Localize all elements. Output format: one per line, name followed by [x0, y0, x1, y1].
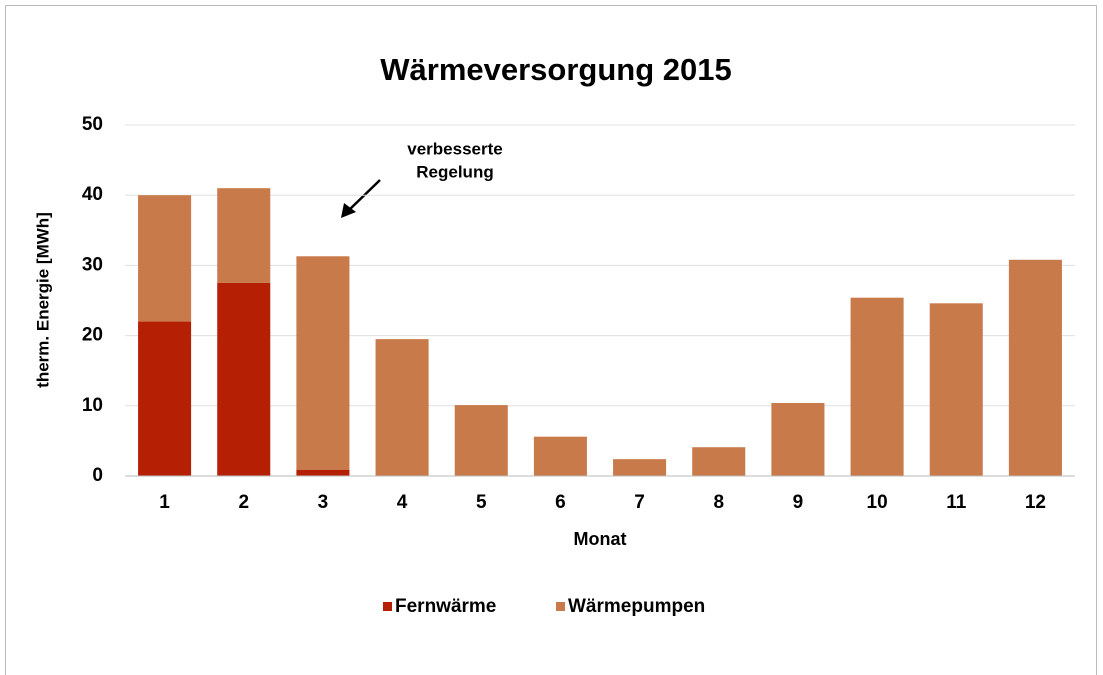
x-tick-label: 9 — [793, 492, 804, 513]
bar — [850, 297, 904, 476]
x-tick-label: 5 — [476, 492, 487, 513]
bar — [613, 459, 667, 476]
x-tick-label: 1 — [159, 492, 170, 513]
bar — [375, 339, 429, 476]
bar — [771, 402, 825, 476]
chart-title: Wärmeversorgung 2015 — [380, 52, 731, 87]
bar — [217, 282, 271, 476]
annotation: verbesserte — [407, 139, 502, 158]
x-tick-label: 10 — [867, 492, 888, 513]
bar — [217, 188, 271, 283]
bar — [138, 321, 192, 476]
legend-swatch — [383, 602, 392, 611]
bar — [138, 195, 192, 322]
annotation: Regelung — [416, 162, 493, 181]
legend-swatch — [556, 602, 565, 611]
x-tick-label: 8 — [713, 492, 724, 513]
x-tick-label: 2 — [238, 492, 249, 513]
y-tick-label: 30 — [82, 254, 103, 275]
y-tick-label: 0 — [92, 465, 103, 486]
x-axis-label: Monat — [574, 529, 627, 549]
y-tick-label: 50 — [82, 114, 103, 135]
bar — [296, 256, 350, 470]
y-axis-label: therm. Energie [MWh] — [33, 212, 52, 388]
legend-label: Wärmepumpen — [568, 596, 705, 617]
x-tick-label: 7 — [634, 492, 645, 513]
bar — [454, 405, 508, 476]
x-tick-label: 4 — [397, 492, 408, 513]
y-tick-label: 20 — [82, 325, 103, 346]
x-tick-label: 6 — [555, 492, 566, 513]
y-tick-label: 10 — [82, 395, 103, 416]
x-tick-label: 3 — [318, 492, 329, 513]
bar — [929, 303, 983, 476]
y-tick-label: 40 — [82, 184, 103, 205]
bar — [1008, 259, 1062, 476]
bar — [533, 436, 587, 476]
legend-label: Fernwärme — [395, 596, 496, 617]
bar — [692, 447, 746, 476]
x-tick-label: 12 — [1025, 492, 1046, 513]
bar — [296, 469, 350, 476]
x-tick-label: 11 — [946, 492, 967, 513]
annotation-arrowhead — [341, 203, 356, 218]
